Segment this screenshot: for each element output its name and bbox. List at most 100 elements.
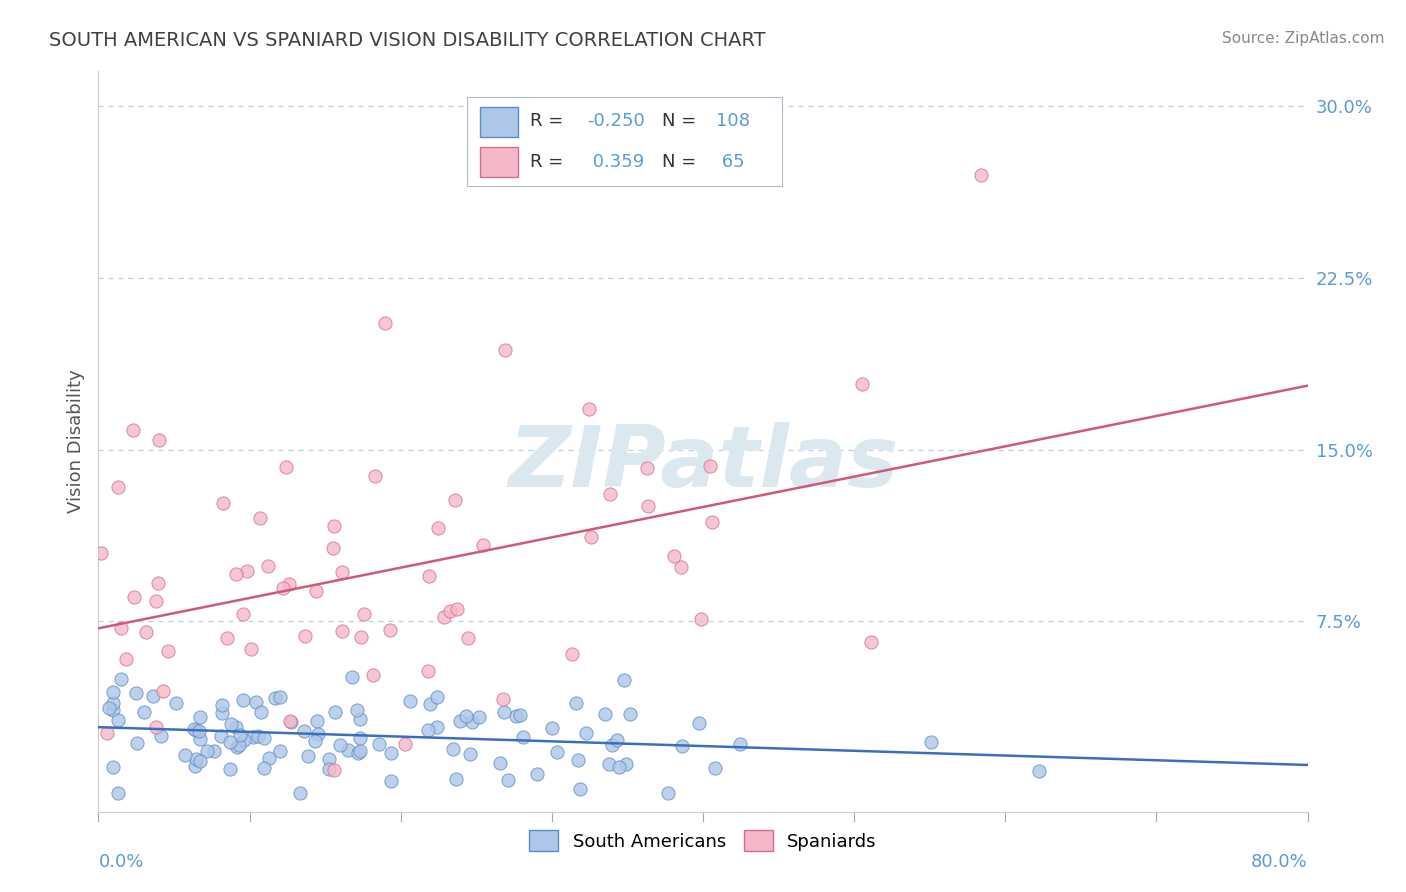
- Point: [380, 773, 402, 788]
- Point: [152, 684, 174, 698]
- Point: [211, 496, 233, 510]
- Text: ZIPatlas: ZIPatlas: [508, 422, 898, 505]
- Point: [110, 621, 132, 635]
- Point: [307, 727, 329, 741]
- Point: [546, 745, 568, 759]
- Point: [259, 751, 281, 765]
- Point: [613, 673, 636, 687]
- Point: [121, 423, 143, 437]
- Text: Source: ZipAtlas.com: Source: ZipAtlas.com: [1222, 31, 1385, 46]
- Point: [322, 518, 344, 533]
- Point: [349, 731, 371, 745]
- Point: [337, 743, 360, 757]
- Point: [219, 716, 242, 731]
- Point: [578, 402, 600, 417]
- Point: [346, 746, 368, 760]
- Point: [122, 591, 145, 605]
- Point: [157, 644, 180, 658]
- Point: [496, 773, 519, 788]
- Point: [427, 521, 450, 535]
- Point: [859, 635, 882, 649]
- Point: [264, 691, 287, 706]
- Point: [142, 689, 165, 703]
- Point: [202, 744, 225, 758]
- Point: [564, 697, 586, 711]
- Point: [318, 752, 340, 766]
- Point: [245, 695, 267, 709]
- Point: [374, 317, 396, 331]
- Point: [103, 696, 125, 710]
- Point: [614, 756, 637, 771]
- Point: [346, 703, 368, 717]
- Point: [364, 468, 387, 483]
- Point: [135, 625, 157, 640]
- Point: [132, 705, 155, 719]
- Point: [228, 739, 250, 753]
- Point: [145, 721, 167, 735]
- Point: [225, 740, 247, 755]
- Point: [920, 735, 942, 749]
- Legend: South Americans, Spaniards: South Americans, Spaniards: [522, 823, 884, 858]
- Point: [600, 738, 623, 752]
- Point: [269, 744, 291, 758]
- Point: [318, 762, 340, 776]
- Point: [426, 720, 449, 734]
- Point: [184, 752, 207, 766]
- Point: [115, 652, 138, 666]
- Point: [280, 715, 302, 730]
- Point: [184, 759, 207, 773]
- Point: [636, 461, 658, 475]
- Point: [219, 735, 242, 749]
- Point: [304, 734, 326, 748]
- Point: [457, 631, 479, 645]
- Point: [418, 569, 440, 583]
- Point: [150, 729, 173, 743]
- Point: [492, 692, 515, 706]
- Point: [443, 492, 465, 507]
- Point: [380, 746, 402, 760]
- Point: [380, 623, 402, 637]
- Point: [561, 647, 583, 661]
- Point: [416, 723, 439, 737]
- Point: [461, 714, 484, 729]
- Point: [505, 709, 527, 723]
- Point: [593, 706, 616, 721]
- Point: [277, 577, 299, 591]
- Point: [322, 541, 344, 556]
- Point: [90, 546, 112, 560]
- Point: [107, 713, 129, 727]
- Point: [599, 487, 621, 501]
- Point: [349, 744, 371, 758]
- Point: [211, 698, 233, 712]
- Point: [512, 730, 534, 744]
- Point: [394, 737, 416, 751]
- Point: [323, 764, 346, 778]
- Point: [671, 739, 693, 753]
- Point: [146, 576, 169, 591]
- Point: [188, 754, 211, 768]
- Point: [218, 762, 240, 776]
- Point: [101, 760, 124, 774]
- Point: [444, 772, 467, 787]
- Point: [209, 729, 232, 743]
- Point: [662, 549, 685, 563]
- Point: [249, 706, 271, 720]
- Point: [688, 715, 710, 730]
- Point: [350, 630, 373, 644]
- Point: [246, 729, 269, 743]
- Point: [187, 723, 209, 738]
- Point: [704, 761, 727, 775]
- Point: [361, 668, 384, 682]
- Point: [290, 786, 312, 800]
- Point: [509, 707, 531, 722]
- Point: [567, 753, 589, 767]
- Point: [669, 560, 692, 574]
- Point: [253, 731, 276, 746]
- Point: [426, 690, 449, 705]
- Point: [970, 168, 993, 182]
- Point: [225, 567, 247, 582]
- Point: [349, 712, 371, 726]
- Point: [145, 594, 167, 608]
- Point: [173, 747, 195, 762]
- Point: [446, 602, 468, 616]
